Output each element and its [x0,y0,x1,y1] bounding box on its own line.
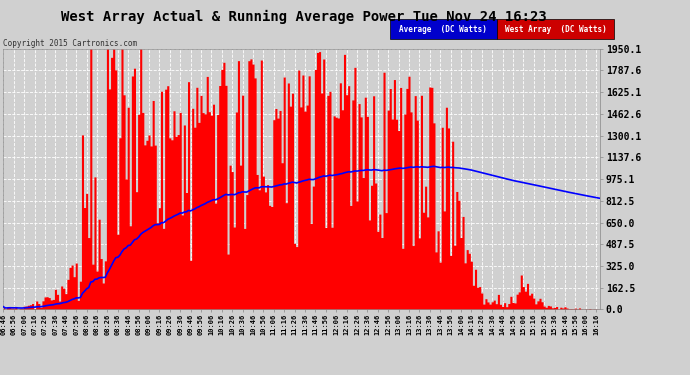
Text: Copyright 2015 Cartronics.com: Copyright 2015 Cartronics.com [3,39,137,48]
Text: Average  (DC Watts): Average (DC Watts) [400,25,487,34]
Text: West Array Actual & Running Average Power Tue Nov 24 16:23: West Array Actual & Running Average Powe… [61,9,546,24]
Text: West Array  (DC Watts): West Array (DC Watts) [504,25,607,34]
